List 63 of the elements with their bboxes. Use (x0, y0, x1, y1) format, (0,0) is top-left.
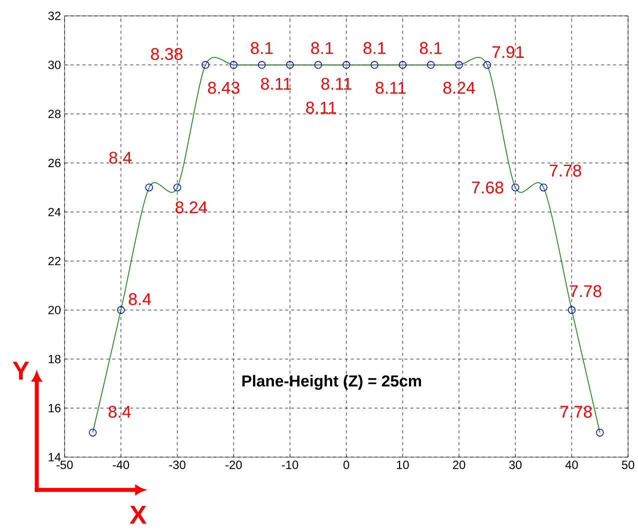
point (596, 428, 604, 437)
y-axis-title: Y (12, 362, 30, 380)
y-tick-label: 32 (48, 12, 60, 20)
annotation: 8.1 (363, 42, 386, 54)
annotation: 7.78 (560, 406, 592, 418)
point (455, 61, 463, 69)
annotation: 8.38 (151, 48, 182, 60)
point (342, 61, 350, 69)
point (398, 61, 407, 69)
annotation: 7.78 (570, 285, 602, 298)
point (286, 61, 294, 69)
point (483, 61, 492, 69)
x-tick-label: -50 (56, 460, 73, 470)
x-tick-label: -30 (169, 460, 186, 470)
point (511, 184, 520, 192)
annotation: 8.4 (109, 152, 132, 164)
annotation: Plane-Height (Z) = 25cm (242, 375, 422, 390)
x-tick-label: -20 (226, 460, 242, 470)
point (370, 61, 378, 69)
annotation: 8.43 (208, 82, 240, 94)
y-tick-label: 14 (48, 453, 61, 462)
y-tick-label: 16 (48, 404, 61, 412)
point (314, 61, 322, 69)
annotation: 8.1 (420, 42, 442, 54)
annotation: 8.1 (250, 42, 273, 54)
annotation: 8.24 (443, 82, 475, 94)
x-tick-label: -10 (282, 460, 298, 470)
point (117, 306, 125, 314)
point (88, 428, 97, 437)
annotation: 8.4 (128, 293, 152, 306)
y-tick-label: 18 (48, 355, 61, 364)
y-tick-label: 26 (48, 158, 61, 168)
annotation: 8.11 (376, 82, 406, 94)
annotation: 8.1 (311, 42, 334, 54)
point (258, 61, 266, 69)
annotation: 7.91 (492, 46, 524, 58)
annotation: 7.78 (550, 164, 582, 177)
point (230, 61, 238, 69)
y-tick-label: 24 (48, 208, 61, 216)
x-tick-label: 30 (509, 460, 522, 470)
y-tick-label: 30 (48, 60, 61, 70)
annotation: 7.68 (472, 182, 504, 194)
annotation: 8.11 (321, 78, 352, 90)
annotation: 8.24 (175, 202, 208, 214)
annotation: 8.4 (108, 406, 131, 418)
point (202, 61, 210, 69)
x-tick-label: 40 (565, 460, 578, 470)
x-tick-label: 20 (452, 460, 466, 470)
point (173, 184, 182, 192)
x-tick-label: 50 (622, 460, 634, 470)
y-tick-label: 22 (48, 257, 60, 266)
x-axis-title: X (130, 506, 147, 524)
x-tick-label: 10 (396, 460, 409, 470)
x-tick-label: 0 (343, 460, 350, 470)
point (145, 184, 153, 192)
point (540, 184, 548, 192)
annotation: 8.11 (260, 78, 292, 90)
point (568, 306, 576, 314)
y-tick-label: 20 (48, 306, 61, 314)
y-tick-label: 28 (48, 110, 61, 118)
x-tick-label: -40 (112, 460, 130, 470)
annotation: 8.11 (306, 102, 336, 114)
point (426, 61, 435, 69)
